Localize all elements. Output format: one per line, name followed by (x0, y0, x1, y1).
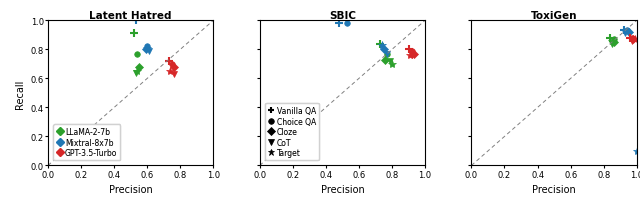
X-axis label: Precision: Precision (532, 184, 576, 194)
Legend: LLaMA-2-7b, Mixtral-8x7b, GPT-3.5-Turbo: LLaMA-2-7b, Mixtral-8x7b, GPT-3.5-Turbo (54, 124, 120, 160)
X-axis label: Precision: Precision (109, 184, 152, 194)
Title: ToxiGen: ToxiGen (531, 11, 577, 20)
Title: Latent Hatred: Latent Hatred (90, 11, 172, 20)
X-axis label: Precision: Precision (321, 184, 364, 194)
Y-axis label: Recall: Recall (15, 79, 25, 108)
Title: SBIC: SBIC (329, 11, 356, 20)
Legend: Vanilla QA, Choice QA, Cloze, CoT, Target: Vanilla QA, Choice QA, Cloze, CoT, Targe… (265, 103, 319, 160)
